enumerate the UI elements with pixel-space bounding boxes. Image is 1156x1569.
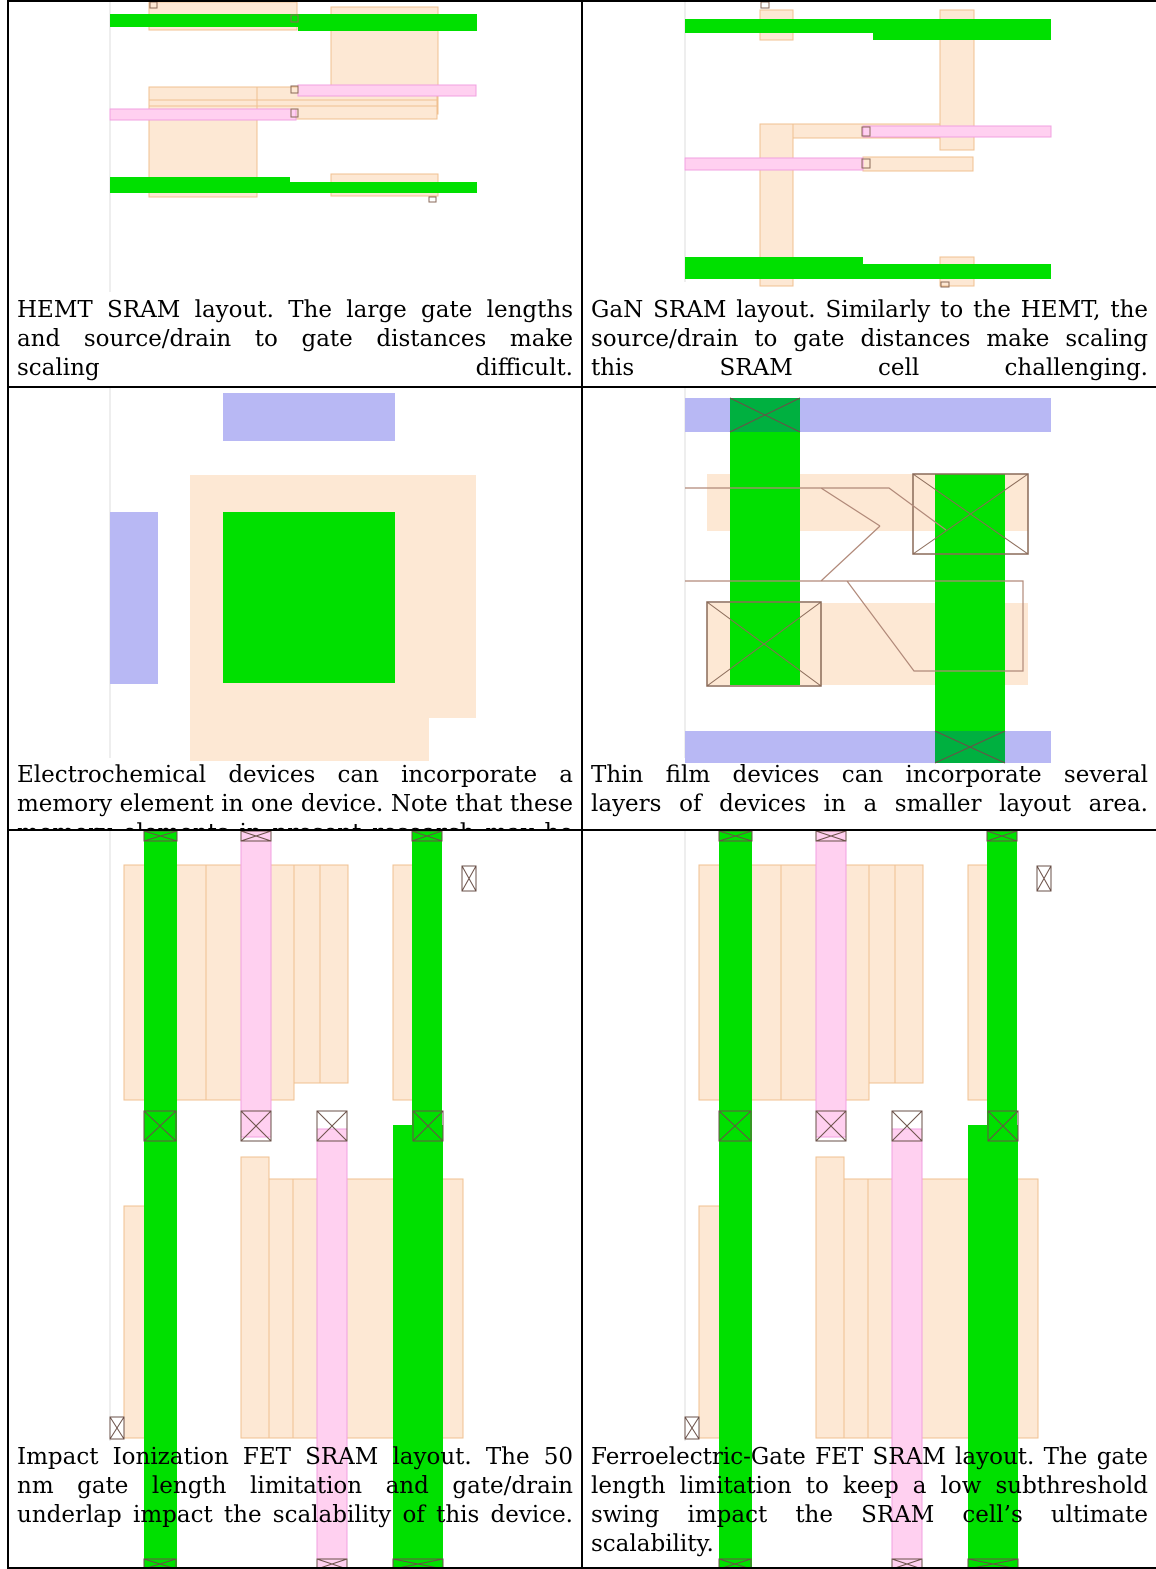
- caption-hemt: HEMT SRAM layout. The large gate lengths…: [17, 297, 573, 381]
- caption-electrochemical: Electrochemical devices can incorporate …: [17, 762, 573, 828]
- electrochemical-layout-figure: [109, 389, 476, 761]
- cell-thinfilm: Thin film devices can incorporate severa…: [581, 386, 1156, 831]
- iifet-sram-layout-figure: [109, 832, 477, 1566]
- caption-thinfilm: Thin film devices can incorporate severa…: [591, 762, 1148, 817]
- gan-sram-layout-figure: [684, 3, 1052, 288]
- layout-comparison-table: HEMT SRAM layout. The large gate lengths…: [7, 0, 1156, 1569]
- cell-hemt: HEMT SRAM layout. The large gate lengths…: [7, 0, 583, 388]
- cell-gan: GaN SRAM layout. Similarly to the HEMT, …: [581, 0, 1156, 388]
- cell-electrochemical: Electrochemical devices can incorporate …: [7, 386, 583, 831]
- hemt-sram-layout-figure: [109, 3, 477, 292]
- fefet-sram-layout-figure: [684, 832, 1052, 1566]
- cell-fefet: Ferroelectric-Gate FET SRAM layout. The …: [581, 829, 1156, 1569]
- thinfilm-layout-figure: [684, 389, 1051, 764]
- caption-iifet: Impact Ionization FET SRAM layout. The 5…: [17, 1444, 573, 1528]
- cell-iifet: Impact Ionization FET SRAM layout. The 5…: [7, 829, 583, 1569]
- caption-gan: GaN SRAM layout. Similarly to the HEMT, …: [591, 297, 1148, 381]
- caption-fefet: Ferroelectric-Gate FET SRAM layout. The …: [591, 1444, 1148, 1557]
